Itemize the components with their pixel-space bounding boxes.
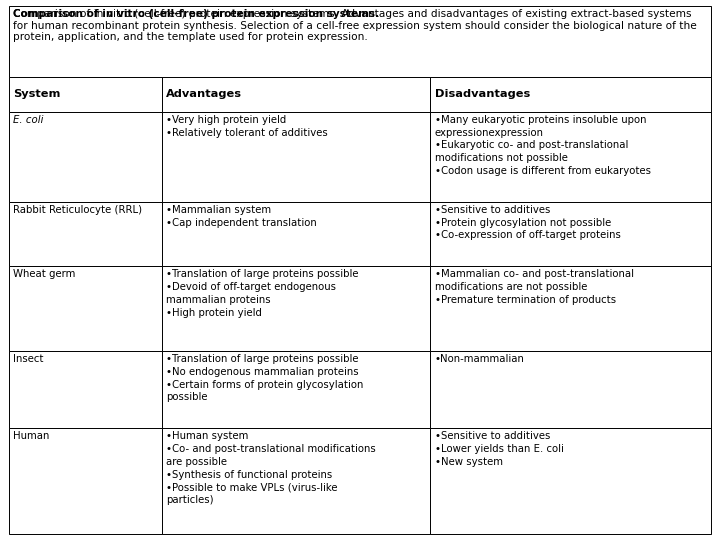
Text: •Translation of large proteins possible
•Devoid of off-target endogenous
mammali: •Translation of large proteins possible … [166, 269, 359, 318]
Text: •Very high protein yield
•Relatively tolerant of additives: •Very high protein yield •Relatively tol… [166, 115, 328, 138]
Bar [431, 428, 711, 534]
Text: •Sensitive to additives
•Protein glycosylation not possible
•Co-expression of of: •Sensitive to additives •Protein glycosy… [435, 205, 621, 240]
Bar [431, 112, 711, 201]
Bar [9, 266, 162, 351]
Text: •Mammalian co- and post-translational
modifications are not possible
•Premature : •Mammalian co- and post-translational mo… [435, 269, 634, 305]
Text: •Mammalian system
•Cap independent translation: •Mammalian system •Cap independent trans… [166, 205, 317, 228]
Text: •Human system
•Co- and post-translational modifications
are possible
•Synthesis : •Human system •Co- and post-translationa… [166, 431, 376, 505]
Bar [162, 351, 431, 428]
Bar [431, 77, 711, 112]
Bar [162, 201, 431, 266]
Text: Comparison of in vitro (cell-free) protein expression systems.: Comparison of in vitro (cell-free) prote… [13, 9, 379, 19]
Text: Insect: Insect [13, 354, 43, 364]
Text: Disadvantages: Disadvantages [435, 89, 530, 99]
Text: Human: Human [13, 431, 50, 441]
Bar [431, 201, 711, 266]
Text: System: System [13, 89, 60, 99]
Text: •Many eukaryotic proteins insoluble upon
expressionexpression
•Eukaryotic co- an: •Many eukaryotic proteins insoluble upon… [435, 115, 651, 176]
Text: •Sensitive to additives
•Lower yields than E. coli
•New system: •Sensitive to additives •Lower yields th… [435, 431, 564, 467]
Bar [431, 351, 711, 428]
Bar [9, 428, 162, 534]
Bar [431, 266, 711, 351]
Bar [162, 428, 431, 534]
Text: Advantages: Advantages [166, 89, 242, 99]
Text: •Translation of large proteins possible
•No endogenous mammalian proteins
•Certa: •Translation of large proteins possible … [166, 354, 364, 402]
Bar [9, 201, 162, 266]
Text: Wheat germ: Wheat germ [13, 269, 76, 279]
Bar [9, 77, 162, 112]
Text: •Non-mammalian: •Non-mammalian [435, 354, 524, 364]
Bar [162, 77, 431, 112]
Bar [9, 112, 162, 201]
Bar [9, 6, 711, 77]
Text: E. coli: E. coli [13, 115, 43, 125]
Bar [162, 112, 431, 201]
Bar [162, 266, 431, 351]
Text: Comparison of in vitro (cell-free) protein expression systems. Advantages and di: Comparison of in vitro (cell-free) prote… [13, 9, 697, 42]
Bar [9, 351, 162, 428]
Text: Rabbit Reticulocyte (RRL): Rabbit Reticulocyte (RRL) [13, 205, 142, 215]
